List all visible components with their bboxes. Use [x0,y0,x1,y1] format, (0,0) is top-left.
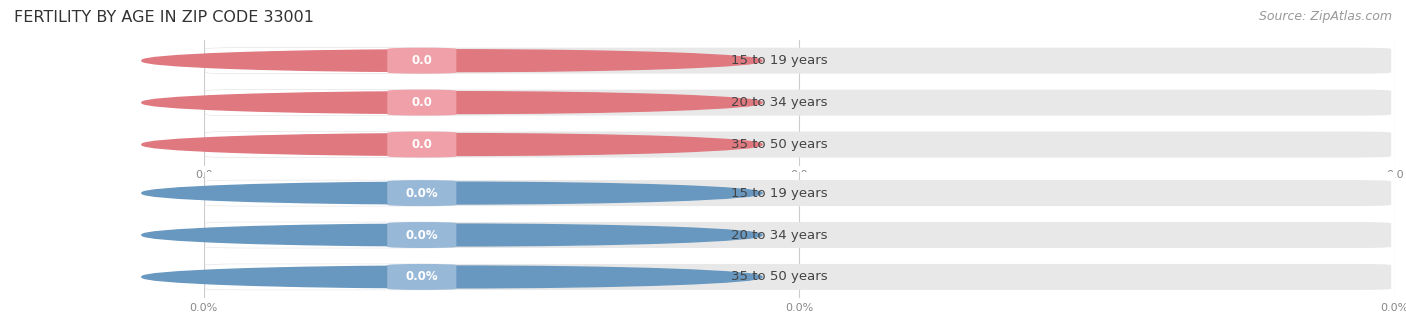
Text: FERTILITY BY AGE IN ZIP CODE 33001: FERTILITY BY AGE IN ZIP CODE 33001 [14,10,314,25]
FancyBboxPatch shape [207,48,1391,74]
Text: 0.0%: 0.0% [405,270,439,283]
FancyBboxPatch shape [205,264,456,290]
FancyBboxPatch shape [387,131,457,158]
FancyBboxPatch shape [387,48,457,74]
FancyBboxPatch shape [387,222,457,248]
FancyBboxPatch shape [207,131,1391,158]
FancyBboxPatch shape [387,180,457,206]
FancyBboxPatch shape [205,180,456,206]
Circle shape [142,182,762,204]
Text: 20 to 34 years: 20 to 34 years [731,96,828,109]
Circle shape [142,134,762,156]
Text: 35 to 50 years: 35 to 50 years [731,270,828,283]
Text: 0.0%: 0.0% [405,187,439,200]
FancyBboxPatch shape [207,222,1391,248]
Text: 0.0: 0.0 [412,54,432,67]
FancyBboxPatch shape [205,131,456,158]
Text: 0.0: 0.0 [412,96,432,109]
FancyBboxPatch shape [207,264,1391,290]
FancyBboxPatch shape [205,48,456,74]
Text: 20 to 34 years: 20 to 34 years [731,228,828,242]
Text: 15 to 19 years: 15 to 19 years [731,54,828,67]
Circle shape [142,50,762,71]
FancyBboxPatch shape [205,90,456,116]
Text: 35 to 50 years: 35 to 50 years [731,138,828,151]
FancyBboxPatch shape [207,90,1391,116]
Text: Source: ZipAtlas.com: Source: ZipAtlas.com [1258,10,1392,23]
Text: 0.0: 0.0 [412,138,432,151]
FancyBboxPatch shape [387,264,457,290]
Circle shape [142,92,762,114]
FancyBboxPatch shape [205,222,456,248]
Circle shape [142,266,762,288]
Text: 15 to 19 years: 15 to 19 years [731,187,828,200]
Circle shape [142,224,762,246]
Text: 0.0%: 0.0% [405,228,439,242]
FancyBboxPatch shape [207,180,1391,206]
FancyBboxPatch shape [387,90,457,116]
